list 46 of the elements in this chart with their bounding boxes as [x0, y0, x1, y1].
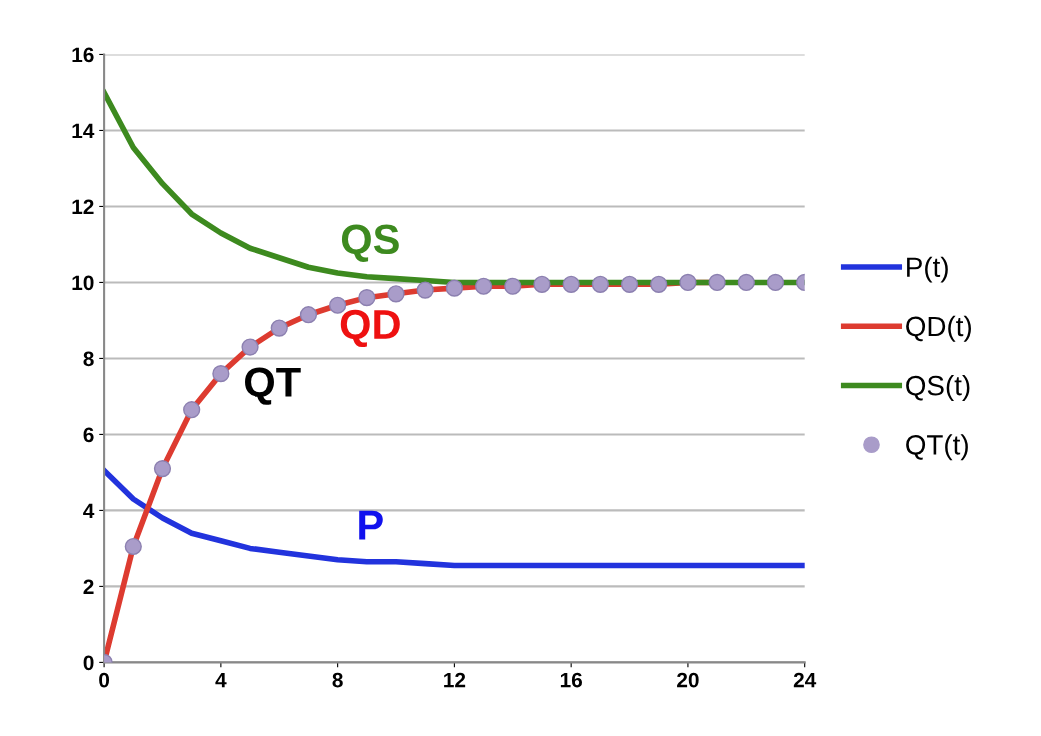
legend-label: QS(t): [906, 375, 970, 401]
legend-label: QD(t): [906, 315, 971, 342]
annotation: QD: [340, 309, 400, 348]
point: [416, 281, 434, 299]
y-tick-label: 6: [83, 427, 94, 443]
point: [358, 289, 376, 307]
point: [445, 279, 464, 297]
point: [270, 319, 288, 337]
y-tick-label: 8: [83, 351, 94, 367]
annotation: P: [359, 510, 383, 540]
y-tick-label: 16: [72, 47, 94, 63]
x-tick-label: 20: [677, 672, 699, 688]
point: [212, 365, 230, 383]
y-tick-label: 2: [83, 579, 94, 594]
point: [766, 273, 785, 292]
point: [679, 273, 697, 292]
point: [737, 273, 755, 292]
legend-label: QT(t): [906, 434, 968, 461]
x-tick-label: 0: [99, 672, 110, 688]
point: [153, 460, 172, 478]
point: [124, 537, 142, 556]
point: [241, 338, 259, 356]
point: [708, 273, 726, 292]
x-tick-label: 16: [560, 672, 582, 688]
x-tick-label: 12: [444, 672, 466, 688]
y-tick-label: 10: [72, 275, 94, 291]
point: [562, 275, 580, 293]
y-tick-label: 4: [83, 503, 95, 518]
point: [533, 275, 551, 293]
point: [650, 275, 668, 293]
point: [620, 275, 639, 293]
annotation: QT: [245, 367, 301, 405]
point: [504, 277, 522, 295]
point: [299, 306, 318, 324]
annotation: QS: [341, 224, 399, 262]
x-tick-label: 4: [215, 672, 227, 688]
point: [591, 275, 609, 293]
legend-label: P(t): [907, 256, 948, 283]
y-tick-label: 0: [83, 655, 94, 671]
point: [387, 285, 405, 303]
y-tick-label: 12: [72, 199, 94, 214]
point: [474, 277, 493, 295]
x-tick-label: 24: [793, 672, 817, 688]
y-tick-label: 14: [72, 123, 95, 138]
point: [183, 401, 201, 419]
x-tick-label: 8: [332, 672, 343, 688]
